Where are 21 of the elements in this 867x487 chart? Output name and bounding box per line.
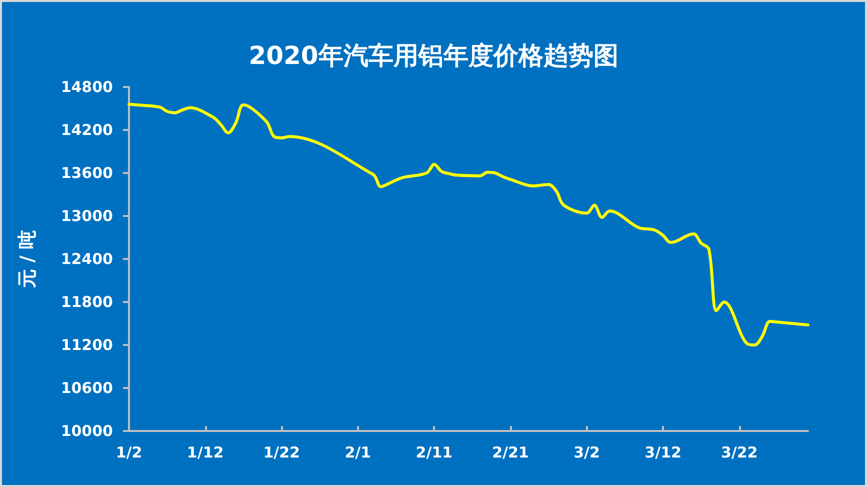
y-tick-label: 13000 (60, 207, 113, 225)
x-tick-label: 1/2 (116, 444, 142, 462)
line-series (128, 102, 810, 346)
x-tick-label: 3/12 (644, 444, 682, 462)
x-tick-label: 3/2 (574, 444, 600, 462)
x-tick-label: 2/11 (416, 444, 453, 462)
x-tick-label: 1/22 (263, 444, 300, 462)
y-tick-label: 14800 (60, 78, 113, 96)
x-tick-label: 2/1 (344, 444, 372, 462)
y-tick-label: 11200 (60, 336, 113, 354)
x-tick-label: 2/21 (492, 444, 529, 462)
y-tick-label: 11800 (60, 293, 113, 311)
y-tick-label: 12400 (60, 250, 113, 268)
y-tick-label: 13600 (60, 164, 113, 182)
y-tick-label: 10600 (60, 379, 113, 397)
y-tick-label: 10000 (60, 422, 113, 440)
chart-title: 2020年汽车用铝年度价格趋势图 (248, 41, 618, 70)
y-axis-title: 元 / 吨 (16, 230, 38, 290)
y-tick-label: 14200 (60, 121, 113, 139)
x-tick-label: 1/12 (186, 444, 224, 462)
x-tick-label: 3/22 (720, 444, 758, 462)
